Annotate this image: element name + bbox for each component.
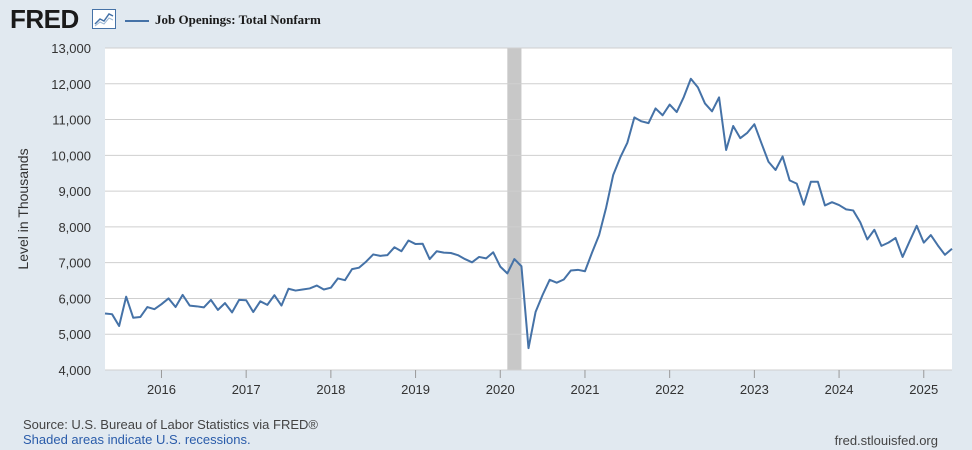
site-url[interactable]: fred.stlouisfed.org bbox=[834, 433, 938, 448]
x-tick-label: 2017 bbox=[232, 382, 261, 397]
x-tick-label: 2020 bbox=[486, 382, 515, 397]
x-tick-label: 2023 bbox=[740, 382, 769, 397]
x-tick-label: 2024 bbox=[825, 382, 854, 397]
plot-area bbox=[105, 48, 952, 370]
source-text: Source: U.S. Bureau of Labor Statistics … bbox=[23, 417, 318, 432]
legend-label: Job Openings: Total Nonfarm bbox=[155, 12, 321, 27]
x-tick-label: 2022 bbox=[655, 382, 684, 397]
y-tick-label: 6,000 bbox=[58, 291, 91, 306]
y-tick-label: 12,000 bbox=[51, 77, 91, 92]
y-tick-label: 4,000 bbox=[58, 363, 91, 378]
y-tick-label: 9,000 bbox=[58, 184, 91, 199]
recession-shade bbox=[507, 48, 522, 370]
y-tick-label: 11,000 bbox=[52, 113, 91, 128]
y-tick-label: 5,000 bbox=[58, 327, 91, 342]
recession-note-link[interactable]: Shaded areas indicate U.S. recessions. bbox=[23, 432, 251, 447]
fred-logo[interactable]: FRED bbox=[10, 4, 79, 34]
x-tick-label: 2019 bbox=[401, 382, 430, 397]
x-tick-label: 2018 bbox=[316, 382, 345, 397]
x-tick-label: 2025 bbox=[909, 382, 938, 397]
legend-line-swatch bbox=[125, 20, 149, 22]
x-tick-label: 2021 bbox=[571, 382, 600, 397]
y-axis-label: Level in Thousands bbox=[15, 148, 31, 269]
y-tick-label: 8,000 bbox=[58, 220, 91, 235]
x-tick-label: 2016 bbox=[147, 382, 176, 397]
y-tick-label: 13,000 bbox=[51, 41, 91, 56]
y-tick-label: 10,000 bbox=[51, 148, 91, 163]
y-tick-label: 7,000 bbox=[58, 256, 91, 271]
chart-line-icon bbox=[92, 9, 116, 29]
series-line-job-openings bbox=[104, 77, 953, 350]
